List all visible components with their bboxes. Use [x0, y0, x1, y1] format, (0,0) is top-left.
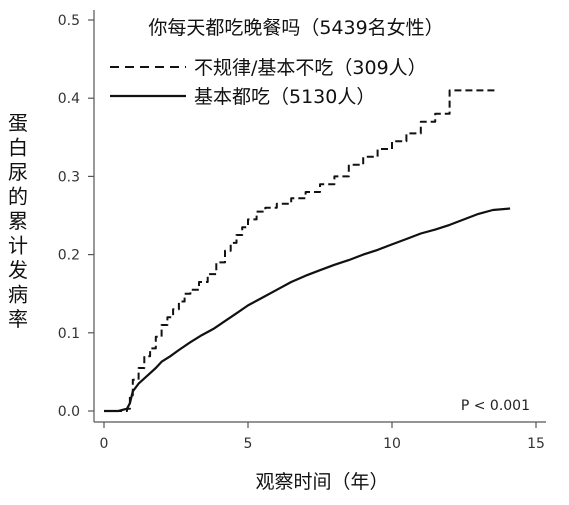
series-layer — [104, 89, 511, 413]
y-axis-label-char: 蛋 — [8, 111, 28, 135]
y-tick-label: 0.2 — [58, 248, 80, 264]
x-tick-label: 5 — [244, 436, 253, 452]
series-line-regular — [104, 207, 511, 413]
y-tick-label: 0.0 — [58, 404, 80, 420]
y-axis-label-char: 发 — [8, 258, 28, 282]
y-axis-label-char: 累 — [8, 209, 28, 233]
y-axis-label-char: 尿 — [8, 160, 28, 184]
chart-title: 你每天都吃晚餐吗（5439名女性） — [148, 17, 443, 39]
x-tick-label: 10 — [383, 436, 401, 452]
x-tick-label: 15 — [527, 436, 545, 452]
y-axis-label-char: 的 — [8, 185, 28, 209]
y-axis-label-char: 计 — [8, 234, 28, 258]
axes — [93, 10, 546, 423]
y-tick-label: 0.1 — [58, 326, 80, 342]
series-line-irregular — [104, 89, 496, 412]
x-tick-label: 0 — [100, 436, 109, 452]
y-axis-label-char: 病 — [8, 283, 28, 307]
x-axis-label: 观察时间（年） — [255, 471, 388, 493]
y-axis-label-char: 白 — [8, 136, 28, 160]
y-axis-label-char: 率 — [8, 307, 28, 331]
legend-label-regular: 基本都吃（5130人） — [194, 86, 375, 108]
legend: 不规律/基本不吃（309人） 基本都吃（5130人） — [110, 57, 427, 108]
p-value-annotation: P < 0.001 — [461, 398, 530, 414]
ticks: 0 5 10 15 0.0 0.1 0.2 0.3 0.4 0.5 — [58, 13, 545, 452]
y-tick-label: 0.3 — [58, 169, 80, 185]
y-tick-label: 0.5 — [58, 13, 80, 29]
y-tick-label: 0.4 — [58, 91, 80, 107]
legend-label-irregular: 不规律/基本不吃（309人） — [194, 57, 427, 79]
